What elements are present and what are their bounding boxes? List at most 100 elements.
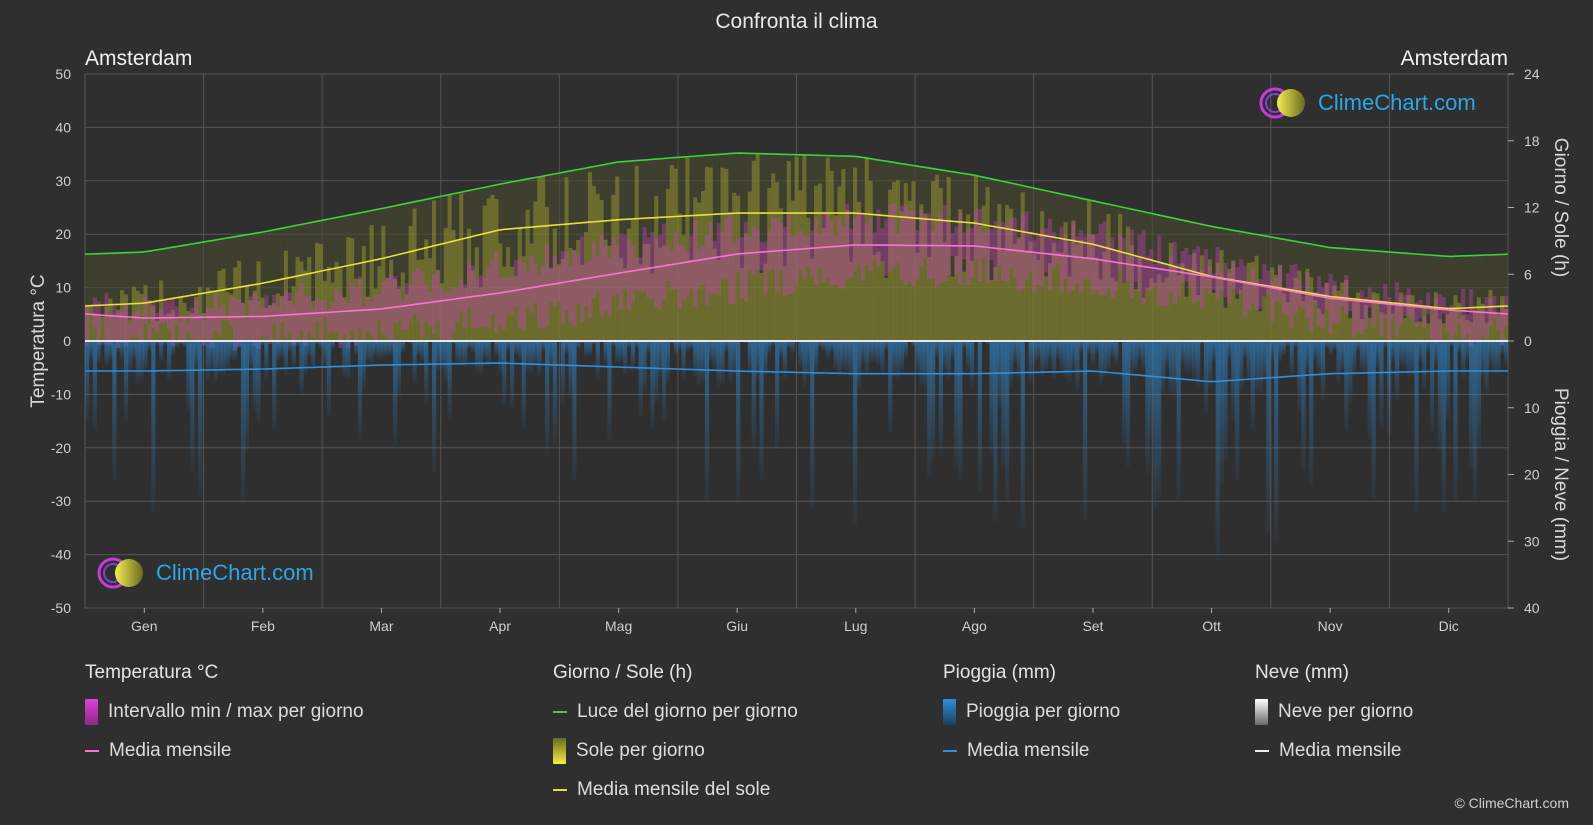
rain-bar <box>615 341 620 364</box>
temp-range-bar <box>568 265 573 323</box>
rain-bar <box>1137 341 1142 361</box>
sun-bar <box>1055 251 1060 341</box>
temp-range-bar <box>1044 228 1049 273</box>
temp-range-bar <box>443 291 448 340</box>
temp-range-bar <box>237 299 242 347</box>
sun-bar <box>923 213 928 341</box>
daylight-bar <box>470 189 476 341</box>
daylight-bar <box>88 254 94 341</box>
sun-bar <box>755 153 760 341</box>
sun-bar <box>1324 282 1329 341</box>
sun-bar <box>673 168 678 341</box>
sun-bar <box>201 313 207 341</box>
sun-bar <box>209 290 214 341</box>
temp-range-bar <box>1410 304 1415 321</box>
temp-range-bar <box>467 263 472 308</box>
sun-bar <box>1316 308 1322 341</box>
temp-range-bar <box>1418 300 1423 319</box>
sun-bar <box>1086 200 1092 341</box>
daylight-bar <box>513 181 519 341</box>
daylight-bar <box>194 243 199 341</box>
sun-bar <box>1083 258 1088 341</box>
rain-bar <box>1235 341 1240 480</box>
climechart-logo-icon <box>97 557 143 589</box>
daylight-bar <box>85 254 90 341</box>
rain-bar <box>802 341 807 388</box>
sun-bar <box>584 232 589 341</box>
daylight-bar <box>623 161 628 341</box>
rain-bar <box>704 341 710 502</box>
rain-bar <box>1480 341 1485 379</box>
temp-range-bar <box>85 304 90 346</box>
temp-range-bar <box>591 240 597 298</box>
temp-range-bar <box>334 288 339 333</box>
sun-bar <box>1309 277 1314 341</box>
temp-range-bar <box>775 217 780 292</box>
chart-title: Confronta il clima <box>715 10 878 33</box>
sun-bar <box>1079 239 1084 341</box>
temp-range-bar <box>790 236 795 295</box>
sun-bar <box>603 239 608 341</box>
sun-bar <box>533 201 538 341</box>
sun-bar <box>513 275 519 341</box>
temp-range-bar <box>1125 256 1131 280</box>
sun-bar <box>213 291 218 341</box>
temp-range-bar <box>260 306 265 336</box>
rain-bar <box>159 341 164 362</box>
sun-bar <box>279 295 285 341</box>
legend-sun: Giorno / Sole (h) Luce del giorno per gi… <box>553 662 798 818</box>
rain-bar <box>755 341 760 380</box>
temp-range-bar <box>778 223 784 270</box>
rain-bar <box>451 341 456 345</box>
rain-bar <box>1001 341 1006 470</box>
sun-bar <box>147 300 152 341</box>
sun-bar <box>763 263 768 341</box>
temp-range-bar <box>400 299 405 330</box>
sun-bar <box>1016 237 1021 341</box>
temp-range-bar <box>494 251 499 333</box>
brand-logo-top[interactable]: ClimeChart.com <box>1258 86 1476 120</box>
temp-range-bar <box>1001 222 1006 281</box>
temp-range-bar <box>1367 287 1372 308</box>
sun-bar <box>517 227 522 341</box>
rain-bar <box>1324 341 1329 349</box>
sun-bar <box>420 259 425 341</box>
rain-bar <box>1094 341 1099 354</box>
rain-bar <box>272 341 277 431</box>
temp-range-bar <box>942 204 947 282</box>
rain-bar <box>1281 341 1287 356</box>
temp-range-bar <box>634 257 639 291</box>
temp-range-bar <box>1067 241 1072 293</box>
legend-swatch <box>85 750 99 752</box>
sun-bar <box>1020 192 1025 341</box>
brand-logo-bottom[interactable]: ClimeChart.com <box>96 556 314 590</box>
temp-range-bar <box>1254 280 1259 310</box>
sun-bar <box>1075 244 1080 341</box>
rain-bar <box>864 341 869 376</box>
sun-bar <box>1262 296 1267 341</box>
rain-bar <box>1449 341 1454 347</box>
temp-range-bar <box>240 303 246 342</box>
daylight-bar <box>322 219 328 341</box>
temp-range-bar <box>560 251 565 324</box>
temp-range-bar <box>447 290 452 340</box>
sun-bar <box>1461 315 1466 341</box>
temp-range-bar <box>1383 283 1388 319</box>
temp-range-bar <box>1457 318 1462 324</box>
y-left-axis-title: Temperatura °C <box>28 274 49 407</box>
temp-range-bar <box>190 307 195 339</box>
temp-range-bar <box>1012 217 1018 278</box>
temp-range-bar <box>1219 271 1224 291</box>
temp-range-bar <box>1289 264 1294 329</box>
rain-bar <box>373 341 378 356</box>
temp-range-bar <box>884 218 889 276</box>
rain-bar <box>915 341 920 373</box>
temp-range-bar <box>1363 297 1368 329</box>
rain-bar <box>841 341 846 370</box>
sun-bar <box>1285 302 1290 341</box>
rain-bar <box>1040 341 1045 377</box>
sun-bar <box>1164 277 1170 341</box>
rain-bar <box>229 341 234 361</box>
temp-range-bar <box>123 303 129 347</box>
sun-bar <box>1414 322 1419 341</box>
